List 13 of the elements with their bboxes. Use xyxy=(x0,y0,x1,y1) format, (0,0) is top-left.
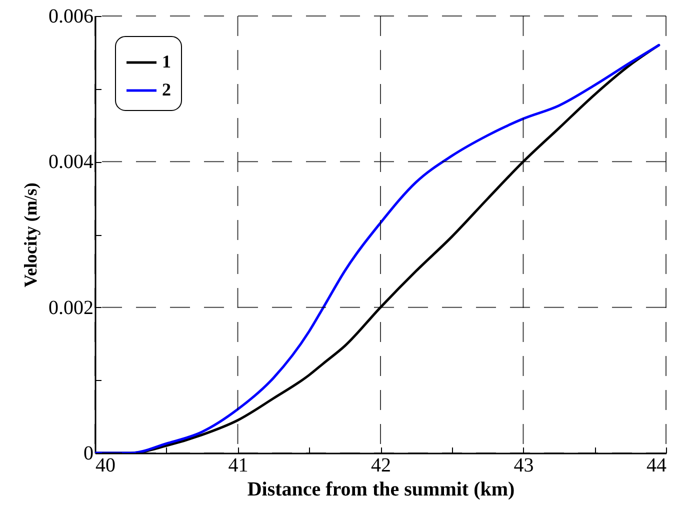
x-tick-label: 40 xyxy=(96,454,116,476)
x-tick-label: 44 xyxy=(646,454,666,476)
y-tick-label: 0.006 xyxy=(48,6,94,28)
y-axis-title: Velocity (m/s) xyxy=(20,182,40,288)
legend-label: 1 xyxy=(162,52,171,72)
x-tick-label: 42 xyxy=(371,454,391,476)
x-axis-title: Distance from the summit (km) xyxy=(247,478,515,500)
y-tick-label: 0.004 xyxy=(48,151,94,174)
x-tick-label: 41 xyxy=(228,454,248,476)
y-tick-label: 0.002 xyxy=(48,296,94,319)
legend-label: 2 xyxy=(162,80,171,100)
x-tick-label: 43 xyxy=(514,454,534,476)
y-tick-label: 0 xyxy=(84,442,94,464)
